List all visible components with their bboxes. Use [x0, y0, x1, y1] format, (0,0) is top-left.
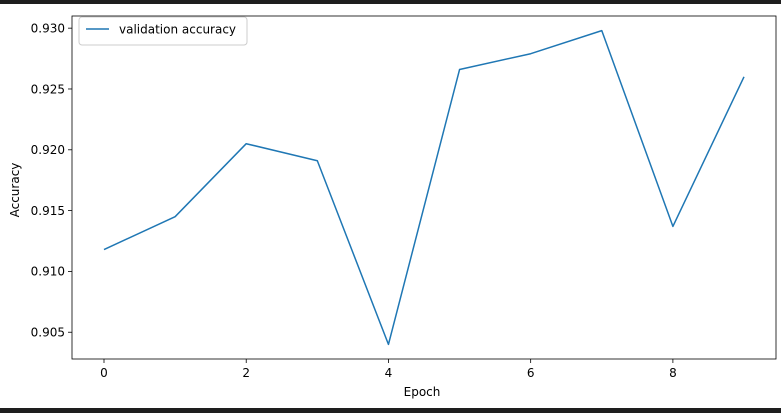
axes-frame: [72, 16, 776, 359]
legend-label: validation accuracy: [119, 23, 236, 37]
y-tick-label: 0.910: [31, 265, 65, 279]
axes-background: [72, 16, 776, 359]
x-axis-ticks: 0 2 4 6 8: [100, 359, 677, 380]
y-tick-label: 0.915: [31, 204, 65, 218]
x-tick-label: 4: [385, 366, 393, 380]
y-tick-label: 0.930: [31, 21, 65, 35]
y-tick-label: 0.925: [31, 82, 65, 96]
legend: validation accuracy: [79, 17, 247, 45]
plot-area: 0 2 4 6 8 0.905 0.910 0.915 0.920 0.925 0.930 Epo…: [0, 4, 781, 408]
x-tick-label: 2: [242, 366, 250, 380]
y-tick-label: 0.905: [31, 326, 65, 340]
y-tick-label: 0.920: [31, 143, 65, 157]
line-chart: 0 2 4 6 8 0.905 0.910 0.915 0.920 0.925 0.930 Epo…: [0, 4, 781, 408]
x-axis-label: Epoch: [404, 385, 441, 399]
y-axis-ticks: 0.905 0.910 0.915 0.920 0.925 0.930: [31, 21, 72, 339]
y-axis-label: Accuracy: [8, 163, 22, 218]
x-tick-label: 6: [527, 366, 535, 380]
x-tick-label: 0: [100, 366, 108, 380]
x-tick-label: 8: [669, 366, 677, 380]
